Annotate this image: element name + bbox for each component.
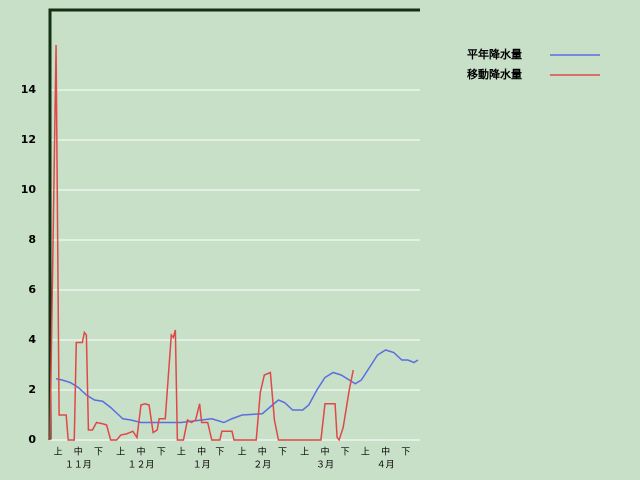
x-tick-label: 上: [238, 447, 247, 458]
x-tick-label: 中: [74, 446, 83, 458]
y-tick-label: 8: [28, 233, 36, 246]
y-tick-label: 14: [21, 83, 37, 96]
x-tick-label: 中: [136, 446, 145, 458]
y-tick-label: 0: [28, 433, 36, 446]
y-tick-label: 6: [28, 283, 36, 296]
axis-frame: [48, 8, 420, 440]
month-label: ２月: [253, 460, 271, 471]
x-tick-label: 下: [157, 448, 166, 458]
x-tick-label: 下: [94, 448, 103, 458]
legend-label: 平年降水量: [467, 47, 522, 61]
month-label: ３月: [316, 460, 334, 471]
x-tick-label: 上: [361, 447, 370, 458]
x-tick-label: 上: [177, 447, 186, 458]
x-tick-label: 下: [278, 448, 287, 458]
x-tick-label: 下: [215, 448, 224, 458]
month-label: １１月: [65, 460, 92, 471]
x-tick-label: 上: [54, 447, 63, 458]
y-tick-label: 10: [21, 183, 37, 196]
x-tick-label: 中: [381, 446, 390, 458]
y-tick-label: 2: [28, 383, 36, 396]
x-tick-label: 下: [341, 448, 350, 458]
legend-label: 移動降水量: [467, 67, 522, 81]
y-tick-label: 4: [28, 333, 36, 346]
x-tick-label: 中: [320, 446, 329, 458]
x-tick-label: 下: [401, 448, 410, 458]
x-tick-label: 中: [258, 446, 267, 458]
month-label: ４月: [377, 460, 395, 471]
series-line: [49, 44, 355, 442]
x-tick-label: 中: [197, 446, 206, 458]
month-label: １月: [193, 460, 211, 471]
y-tick-label: 12: [21, 133, 36, 146]
month-label: １２月: [127, 460, 154, 471]
series-line: [55, 349, 419, 424]
x-tick-label: 上: [116, 447, 125, 458]
x-tick-label: 上: [300, 447, 309, 458]
